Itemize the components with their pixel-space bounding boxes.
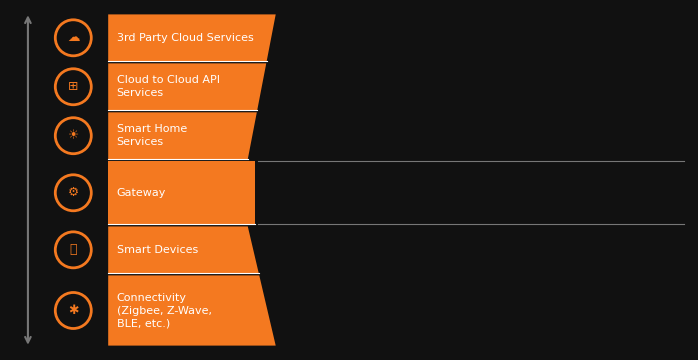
Text: ☁: ☁ <box>67 31 80 44</box>
Text: Smart Devices: Smart Devices <box>117 245 198 255</box>
Ellipse shape <box>55 293 91 329</box>
Polygon shape <box>108 63 266 110</box>
Polygon shape <box>108 226 259 273</box>
Polygon shape <box>108 112 257 159</box>
Text: ☀: ☀ <box>68 129 79 142</box>
Text: ✱: ✱ <box>68 304 79 317</box>
Text: Smart Home
Services: Smart Home Services <box>117 124 187 147</box>
Text: ⚙: ⚙ <box>68 186 79 199</box>
Ellipse shape <box>55 232 91 268</box>
Text: Connectivity
(Zigbee, Z-Wave,
BLE, etc.): Connectivity (Zigbee, Z-Wave, BLE, etc.) <box>117 293 211 328</box>
Ellipse shape <box>55 175 91 211</box>
Text: ⊞: ⊞ <box>68 80 79 93</box>
Polygon shape <box>108 14 276 61</box>
Ellipse shape <box>55 118 91 154</box>
Text: Gateway: Gateway <box>117 188 166 198</box>
Text: ⬛: ⬛ <box>70 243 77 256</box>
Text: Cloud to Cloud API
Services: Cloud to Cloud API Services <box>117 75 220 98</box>
Text: 3rd Party Cloud Services: 3rd Party Cloud Services <box>117 33 253 43</box>
Ellipse shape <box>55 69 91 105</box>
Polygon shape <box>108 275 276 346</box>
Polygon shape <box>108 161 255 224</box>
Ellipse shape <box>55 20 91 56</box>
